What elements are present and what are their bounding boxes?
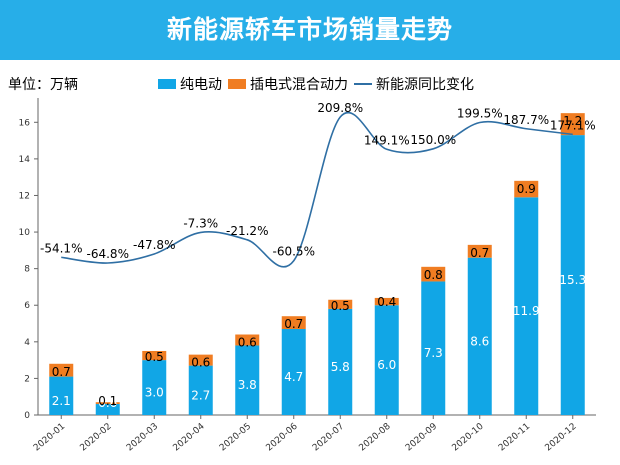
- bar-bev: [49, 376, 74, 415]
- x-tick-label: 2020-02: [78, 422, 113, 454]
- bar-label-phev: 0.6: [238, 335, 257, 349]
- bar-phev: [95, 402, 120, 405]
- x-tick-label: 2020-11: [497, 422, 532, 454]
- yoy-label: 209.8%: [317, 101, 363, 115]
- bar-bev: [281, 329, 306, 415]
- y-tick-label: 12: [19, 191, 30, 201]
- bar-label-bev: 15.3: [559, 273, 586, 287]
- bar-label-bev: 5.8: [331, 360, 350, 374]
- legend-item-phev: 插电式混合动力: [228, 74, 348, 94]
- bar-bev: [235, 345, 260, 415]
- yoy-label: -60.5%: [273, 245, 315, 259]
- bar-phev: [467, 244, 492, 258]
- bar-phev: [374, 297, 399, 306]
- bar-label-bev: 11.9: [513, 304, 540, 318]
- y-tick-label: 8: [24, 265, 30, 275]
- y-tick-label: 4: [24, 338, 30, 348]
- y-tick-label: 2: [24, 374, 30, 384]
- bar-label-bev: 8.6: [470, 334, 489, 348]
- bar-label-bev: 7.3: [424, 346, 443, 360]
- x-tick-label: 2020-06: [264, 421, 299, 453]
- bar-phev: [142, 350, 167, 361]
- bar-label-phev: 0.5: [145, 350, 164, 364]
- bar-label-bev: 2.7: [191, 388, 210, 402]
- legend-label-bev: 纯电动: [180, 77, 222, 93]
- y-tick-label: 0: [24, 411, 30, 421]
- bar-label-phev: 0.7: [52, 365, 71, 379]
- bar-phev: [560, 113, 585, 136]
- yoy-label: 150.0%: [410, 133, 456, 147]
- bar-label-bev: 6.0: [377, 358, 396, 372]
- bar-label-bev: 4.7: [284, 370, 303, 384]
- yoy-label: 149.1%: [364, 133, 410, 147]
- x-tick-label: 2020-12: [543, 422, 578, 454]
- bar-bev: [514, 197, 539, 415]
- bar-bev: [560, 135, 585, 415]
- bar-bev: [95, 404, 120, 415]
- legend-swatch-phev: [228, 79, 246, 89]
- yoy-label: -64.8%: [87, 247, 129, 261]
- yoy-label: 177.1%: [550, 118, 596, 132]
- x-tick-label: 2020-10: [450, 421, 485, 453]
- yoy-label: -47.8%: [133, 238, 175, 252]
- yoy-label: 187.7%: [503, 113, 549, 127]
- y-tick-label: 6: [24, 301, 30, 311]
- bar-label-phev: 0.1: [98, 394, 117, 408]
- bar-label-phev: 0.8: [424, 268, 443, 282]
- bar-label-phev: 0.4: [377, 295, 396, 309]
- bar-label-phev: 0.5: [331, 299, 350, 313]
- legend-swatch-yoy: [354, 83, 372, 85]
- bar-phev: [49, 363, 74, 377]
- bar-phev: [328, 299, 353, 309]
- bar-label-bev: 3.8: [238, 378, 257, 392]
- yoy-label: -21.2%: [226, 224, 268, 238]
- bar-label-bev: 0.6: [98, 396, 117, 410]
- x-tick-label: 2020-09: [404, 421, 439, 453]
- yoy-label: -54.1%: [40, 241, 82, 255]
- bar-label-bev: 2.1: [52, 394, 71, 408]
- legend-label-phev: 插电式混合动力: [250, 77, 348, 93]
- y-tick-label: 14: [19, 155, 31, 165]
- bar-phev: [421, 266, 446, 282]
- x-tick-label: 2020-04: [171, 421, 206, 453]
- legend-label-yoy: 新能源同比变化: [376, 77, 474, 93]
- bar-label-phev: 0.7: [284, 317, 303, 331]
- bar-phev: [281, 316, 306, 330]
- x-tick-label: 2020-08: [357, 421, 392, 453]
- y-tick-label: 10: [19, 228, 31, 238]
- legend-swatch-bev: [158, 79, 176, 89]
- bar-label-bev: 3.0: [145, 386, 164, 400]
- bar-phev: [188, 354, 213, 366]
- x-tick-label: 2020-05: [218, 422, 253, 454]
- legend-item-bev: 纯电动: [158, 74, 222, 94]
- yoy-label: -7.3%: [183, 216, 218, 230]
- unit-label: 单位：万辆: [8, 77, 78, 93]
- x-tick-label: 2020-03: [125, 422, 160, 454]
- y-tick-label: 16: [19, 118, 31, 128]
- bar-bev: [328, 308, 353, 415]
- bar-bev: [188, 365, 213, 415]
- bar-bev: [374, 305, 399, 415]
- legend-item-yoy: 新能源同比变化: [354, 74, 474, 94]
- bar-bev: [467, 257, 492, 415]
- bar-label-phev: 0.9: [517, 182, 536, 196]
- bar-phev: [514, 180, 539, 198]
- bar-label-phev: 0.6: [191, 356, 210, 370]
- bar-label-phev: 0.7: [470, 246, 489, 260]
- yoy-line: [61, 111, 573, 268]
- bar-bev: [142, 360, 167, 415]
- chart-title-banner: 新能源轿车市场销量走势: [0, 0, 620, 60]
- bar-bev: [421, 281, 446, 415]
- legend: 纯电动 插电式混合动力 新能源同比变化: [158, 74, 480, 94]
- bar-label-phev: 1.2: [563, 114, 582, 128]
- x-tick-label: 2020-01: [32, 422, 67, 454]
- chart-title: 新能源轿车市场销量走势: [166, 15, 453, 44]
- x-tick-label: 2020-07: [311, 422, 346, 454]
- yoy-label: 199.5%: [457, 106, 503, 120]
- bar-phev: [235, 334, 260, 346]
